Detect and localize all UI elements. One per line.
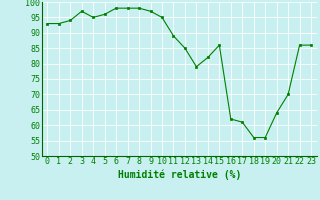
- X-axis label: Humidité relative (%): Humidité relative (%): [117, 169, 241, 180]
